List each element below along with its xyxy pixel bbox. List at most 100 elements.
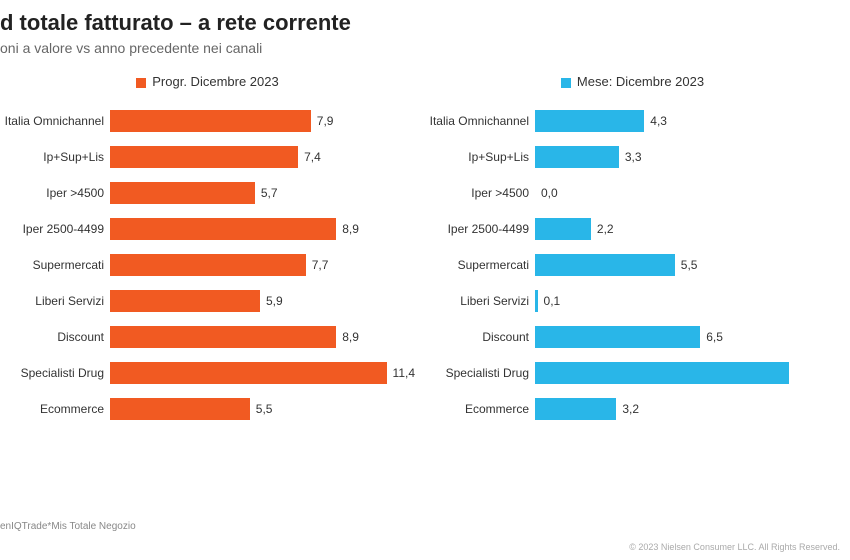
bar-area: 6,5 bbox=[535, 319, 840, 355]
bar bbox=[110, 398, 250, 420]
bar-row: Ecommerce 5,5 bbox=[0, 391, 415, 427]
bar-value-label: 6,5 bbox=[706, 330, 723, 344]
bar-area: 5,5 bbox=[535, 247, 840, 283]
chart-legend: Progr. Dicembre 2023 bbox=[0, 74, 415, 89]
legend-label: Progr. Dicembre 2023 bbox=[152, 74, 278, 89]
bar bbox=[535, 218, 591, 240]
category-label: Iper >4500 bbox=[425, 186, 535, 200]
bar-area: 2,2 bbox=[535, 211, 840, 247]
bar-value-label: 5,7 bbox=[261, 186, 278, 200]
bar-row: Liberi Servizi 0,1 bbox=[425, 283, 840, 319]
category-label: Iper >4500 bbox=[0, 186, 110, 200]
category-label: Specialisti Drug bbox=[0, 366, 110, 380]
bar bbox=[110, 326, 336, 348]
bar bbox=[110, 182, 255, 204]
category-label: Discount bbox=[425, 330, 535, 344]
bar bbox=[535, 110, 644, 132]
bar-chart-0: Progr. Dicembre 2023 Italia Omnichannel 7,… bbox=[0, 74, 415, 427]
copyright-text: © 2023 Nielsen Consumer LLC. All Rights … bbox=[629, 542, 840, 552]
bar-area: 0,0 bbox=[535, 175, 840, 211]
bar bbox=[535, 290, 538, 312]
bar-row: Ip+Sup+Lis 7,4 bbox=[0, 139, 415, 175]
category-label: Ecommerce bbox=[425, 402, 535, 416]
bar-area: 8,9 bbox=[110, 211, 415, 247]
bar bbox=[535, 254, 675, 276]
bar-area: 0,1 bbox=[535, 283, 840, 319]
bar-row: Iper 2500-4499 8,9 bbox=[0, 211, 415, 247]
bar-area: 5,9 bbox=[110, 283, 415, 319]
category-label: Liberi Servizi bbox=[425, 294, 535, 308]
bar-row: Discount 6,5 bbox=[425, 319, 840, 355]
bar-value-label: 3,3 bbox=[625, 150, 642, 164]
category-label: Supermercati bbox=[0, 258, 110, 272]
bar-value-label: 2,2 bbox=[597, 222, 614, 236]
bar-value-label: 5,5 bbox=[681, 258, 698, 272]
legend-swatch bbox=[561, 78, 571, 88]
bar bbox=[110, 290, 260, 312]
page-title: d totale fatturato – a rete corrente bbox=[0, 0, 850, 40]
source-note: enIQTrade*Mis Totale Negozio bbox=[0, 521, 136, 532]
category-label: Italia Omnichannel bbox=[425, 114, 535, 128]
category-label: Liberi Servizi bbox=[0, 294, 110, 308]
bar-value-label: 7,9 bbox=[317, 114, 334, 128]
bar-row: Supermercati 7,7 bbox=[0, 247, 415, 283]
bar-value-label: 0,1 bbox=[544, 294, 561, 308]
page-subtitle: oni a valore vs anno precedente nei cana… bbox=[0, 40, 850, 74]
bar-chart-1: Mese: Dicembre 2023 Italia Omnichannel 4,3… bbox=[425, 74, 840, 427]
category-label: Specialisti Drug bbox=[425, 366, 535, 380]
bar bbox=[535, 146, 619, 168]
bar-value-label: 5,9 bbox=[266, 294, 283, 308]
chart-legend: Mese: Dicembre 2023 bbox=[425, 74, 840, 89]
bar-value-label: 5,5 bbox=[256, 402, 273, 416]
bar-area: 7,7 bbox=[110, 247, 415, 283]
charts-container: Progr. Dicembre 2023 Italia Omnichannel 7,… bbox=[0, 74, 850, 427]
bar-area: 7,9 bbox=[110, 103, 415, 139]
bar-row: Liberi Servizi 5,9 bbox=[0, 283, 415, 319]
bar-row: Italia Omnichannel 7,9 bbox=[0, 103, 415, 139]
bar-row: Discount 8,9 bbox=[0, 319, 415, 355]
category-label: Supermercati bbox=[425, 258, 535, 272]
bar-value-label: 3,2 bbox=[622, 402, 639, 416]
bar-row: Ip+Sup+Lis 3,3 bbox=[425, 139, 840, 175]
bar-row: Iper >4500 0,0 bbox=[425, 175, 840, 211]
category-label: Italia Omnichannel bbox=[0, 114, 110, 128]
bar-area: 8,9 bbox=[110, 319, 415, 355]
category-label: Iper 2500-4499 bbox=[0, 222, 110, 236]
bar-row: Specialisti Drug bbox=[425, 355, 840, 391]
bar bbox=[535, 326, 700, 348]
category-label: Ip+Sup+Lis bbox=[0, 150, 110, 164]
legend-label: Mese: Dicembre 2023 bbox=[577, 74, 704, 89]
bar bbox=[110, 362, 387, 384]
bar-area: 3,3 bbox=[535, 139, 840, 175]
bar-row: Specialisti Drug 11,4 bbox=[0, 355, 415, 391]
bar bbox=[535, 362, 789, 384]
category-label: Iper 2500-4499 bbox=[425, 222, 535, 236]
legend-swatch bbox=[136, 78, 146, 88]
bar bbox=[110, 110, 311, 132]
bar-area: 7,4 bbox=[110, 139, 415, 175]
bar bbox=[535, 398, 616, 420]
bar-row: Supermercati 5,5 bbox=[425, 247, 840, 283]
bar-row: Italia Omnichannel 4,3 bbox=[425, 103, 840, 139]
bar-area: 4,3 bbox=[535, 103, 840, 139]
bar-value-label: 4,3 bbox=[650, 114, 667, 128]
bar-value-label: 7,7 bbox=[312, 258, 329, 272]
bar-area: 5,7 bbox=[110, 175, 415, 211]
category-label: Ecommerce bbox=[0, 402, 110, 416]
category-label: Ip+Sup+Lis bbox=[425, 150, 535, 164]
category-label: Discount bbox=[0, 330, 110, 344]
bar-area bbox=[535, 355, 840, 391]
bar-area: 5,5 bbox=[110, 391, 415, 427]
bar-value-label: 8,9 bbox=[342, 330, 359, 344]
bar-value-label: 11,4 bbox=[393, 366, 415, 380]
bar-value-label: 7,4 bbox=[304, 150, 321, 164]
bar bbox=[110, 146, 298, 168]
bar-value-label: 8,9 bbox=[342, 222, 359, 236]
bar-row: Iper >4500 5,7 bbox=[0, 175, 415, 211]
bar-row: Ecommerce 3,2 bbox=[425, 391, 840, 427]
bar-value-label: 0,0 bbox=[541, 186, 558, 200]
bar bbox=[110, 254, 306, 276]
bar-row: Iper 2500-4499 2,2 bbox=[425, 211, 840, 247]
bar-area: 11,4 bbox=[110, 355, 415, 391]
bar-area: 3,2 bbox=[535, 391, 840, 427]
